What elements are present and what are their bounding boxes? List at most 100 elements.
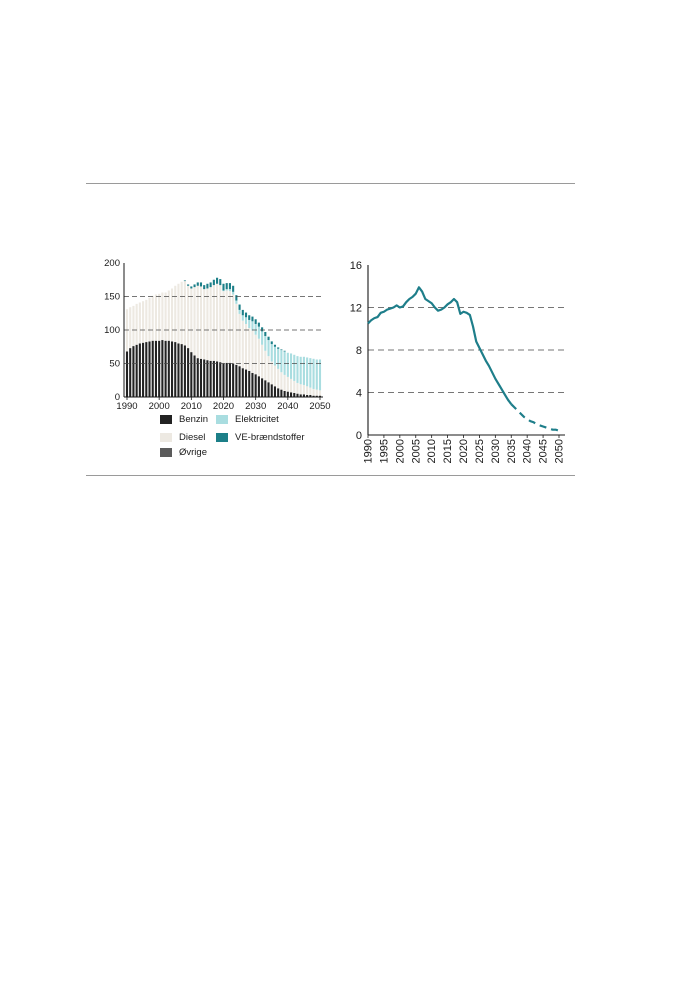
bar-elektricitet-2030 [254,323,257,335]
bar-benzin-1999 [154,340,157,397]
bar-benzin-2025 [238,366,241,397]
bar-ve-braendstoffer-2035 [270,341,273,345]
bar-diesel-2015 [206,288,209,361]
bar-diesel-2047 [309,387,312,395]
bar-ve-braendstoffer-2025 [238,304,241,310]
legend-item-ovrige: Øvrige [160,447,207,458]
bar-benzin-2007 [180,344,183,397]
bar-diesel-2024 [235,303,238,365]
bar-elektricitet-2036 [273,346,277,366]
bar-benzin-2042 [293,392,296,397]
bar-benzin-2011 [193,355,196,397]
bar-elektricitet-2023 [232,291,235,295]
bar-diesel-2030 [254,334,257,375]
bar-benzin-2044 [299,394,302,397]
bar-ve-braendstoffer-2009 [187,284,190,286]
bar-diesel-2046 [306,386,309,395]
bar-benzin-2027 [244,369,248,397]
line-x-tick-label-2020: 2020 [458,439,470,463]
bar-elektricitet-2048 [312,358,315,389]
line-x-tick-label-2025: 2025 [474,439,486,463]
bar-benzin-2049 [315,395,318,397]
line-x-tick-label-2040: 2040 [522,439,534,463]
legend-item-diesel: Diesel [160,432,205,443]
legend-label-diesel: Diesel [179,432,206,443]
bar-benzin-2020 [222,363,225,397]
bar-benzin-2010 [190,352,193,397]
bar-diesel-2006 [177,283,180,344]
bar-diesel-2004 [170,288,174,342]
bar-diesel-2005 [174,285,177,343]
bar-benzin-2028 [248,370,251,397]
x-tick-label-2020: 2020 [213,401,234,412]
bar-ve-braendstoffer-2036 [273,344,277,347]
bar-elektricitet-2027 [244,317,248,324]
bar-benzin-2034 [267,382,270,397]
bar-ve-braendstoffer-2028 [248,315,251,320]
line-y-tick-label-0: 0 [356,430,362,442]
bar-diesel-2042 [293,380,296,393]
bottom-rule [86,475,575,476]
bar-benzin-2029 [251,372,254,397]
y-tick-label-150: 150 [104,292,120,303]
bar-benzin-2022 [228,362,231,397]
bar-diesel-1998 [151,295,154,341]
bar-ve-braendstoffer-2011 [193,284,196,288]
bar-elektricitet-2044 [299,356,302,385]
bar-diesel-2019 [219,285,222,363]
bar-diesel-2011 [193,287,196,356]
bar-benzin-2037 [277,388,280,397]
bar-elektricitet-2050 [318,359,322,391]
bar-elektricitet-2022 [228,289,231,292]
bar-diesel-2020 [222,291,225,364]
bar-elektricitet-2049 [315,359,318,390]
bar-ve-braendstoffer-2034 [267,336,270,341]
bar-elektricitet-2040 [286,352,289,377]
line-x-tick-label-2005: 2005 [410,439,422,463]
bar-ve-braendstoffer-2020 [222,283,225,291]
bar-ve-braendstoffer-2037 [277,347,280,349]
bar-diesel-1999 [154,294,157,341]
bar-benzin-1996 [145,342,148,397]
legend-label-elektricitet: Elektricitet [235,414,279,425]
line-x-tick-label-1995: 1995 [378,439,390,463]
bar-benzin-2040 [286,391,289,397]
bar-benzin-1995 [142,342,145,397]
bar-benzin-2004 [170,341,174,397]
y-tick-label-0: 0 [115,392,120,403]
bar-ve-braendstoffer-2014 [203,285,206,290]
bar-ve-braendstoffer-2017 [212,279,215,286]
bar-benzin-2000 [158,340,161,397]
bar-diesel-2040 [286,376,289,392]
bar-diesel-2044 [299,384,302,395]
bar-benzin-2041 [290,392,293,397]
bar-benzin-1992 [132,346,135,397]
bar-benzin-2026 [241,368,244,397]
bar-ve-braendstoffer-2032 [261,327,264,332]
line-x-tick-label-2050: 2050 [554,439,566,463]
bar-elektricitet-2033 [264,336,267,351]
bar-benzin-2009 [187,348,190,397]
bar-diesel-2008 [183,281,186,346]
bar-ve-braendstoffer-2010 [190,286,193,289]
x-tick-label-2000: 2000 [149,401,170,412]
bar-diesel-2003 [167,290,170,341]
bar-diesel-1994 [138,302,141,344]
bar-ve-braendstoffer-2022 [228,283,231,290]
line-x-tick-label-2035: 2035 [506,439,518,463]
bar-benzin-2032 [261,378,264,397]
bar-diesel-2025 [238,313,241,367]
bar-benzin-1991 [129,348,132,397]
bar-elektricitet-2020 [222,290,225,292]
bar-ve-braendstoffer-2033 [264,332,267,337]
bar-diesel-2043 [296,382,299,394]
bar-diesel-2000 [158,293,161,341]
bar-diesel-1995 [142,301,145,343]
bar-diesel-1993 [135,303,138,345]
bar-benzin-2015 [206,360,209,397]
bar-benzin-2036 [273,386,277,397]
x-tick-label-2010: 2010 [181,401,202,412]
bar-benzin-2003 [167,340,170,397]
legend-item-benzin: Benzin [160,414,208,425]
